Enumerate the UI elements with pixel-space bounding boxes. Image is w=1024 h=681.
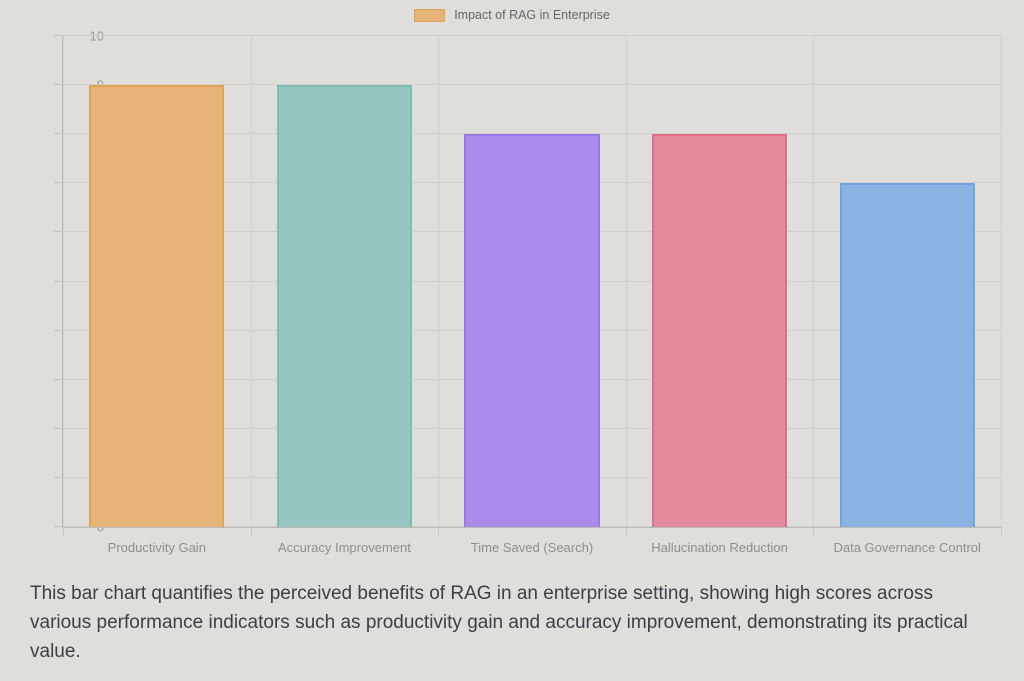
x-tick-mark-4 bbox=[813, 527, 815, 535]
gridline-y-10 bbox=[63, 35, 1001, 36]
bar-data-governance-control[interactable] bbox=[839, 183, 975, 527]
gridline-x-2 bbox=[438, 36, 440, 527]
chart-caption: This bar chart quantifies the perceived … bbox=[30, 583, 968, 662]
x-axis-label-hallucination-reduction: Hallucination Reduction bbox=[651, 540, 788, 555]
gridline-y-9 bbox=[63, 84, 1001, 86]
bar-time-saved-search[interactable] bbox=[464, 134, 600, 527]
x-tick-mark-1 bbox=[250, 527, 252, 535]
y-tick-mark-9 bbox=[54, 84, 63, 86]
y-tick-mark-5 bbox=[54, 280, 63, 282]
x-axis-label-data-governance-control: Data Governance Control bbox=[833, 540, 981, 555]
x-axis-label-accuracy-improvement: Accuracy Improvement bbox=[277, 540, 411, 555]
bar-productivity-gain[interactable] bbox=[89, 85, 225, 527]
gridline-x-0 bbox=[63, 36, 64, 527]
legend-label: Impact of RAG in Enterprise bbox=[454, 8, 610, 22]
x-tick-mark-0 bbox=[63, 527, 64, 535]
y-tick-mark-8 bbox=[54, 133, 63, 135]
x-tick-mark-3 bbox=[625, 527, 627, 535]
y-tick-mark-2 bbox=[54, 427, 63, 429]
y-tick-mark-7 bbox=[54, 182, 63, 184]
y-tick-mark-10 bbox=[54, 35, 63, 36]
gridline-x-3 bbox=[625, 36, 627, 527]
gridline-x-1 bbox=[250, 36, 252, 527]
y-tick-mark-6 bbox=[54, 231, 63, 233]
y-tick-label-10: 10 bbox=[89, 28, 104, 44]
y-tick-mark-1 bbox=[54, 476, 63, 478]
gridline-y-8 bbox=[63, 133, 1001, 135]
x-axis-label-productivity-gain: Productivity Gain bbox=[107, 540, 206, 555]
bar-chart-plot-area[interactable]: Productivity Gain Accuracy Improvement Tim… bbox=[54, 35, 1002, 555]
legend-swatch-icon bbox=[414, 8, 446, 22]
bar-accuracy-improvement[interactable] bbox=[276, 85, 412, 527]
gridline-x-5 bbox=[1001, 36, 1002, 527]
x-tick-mark-2 bbox=[438, 527, 440, 535]
x-axis-label-time-saved-search: Time Saved (Search) bbox=[470, 540, 594, 555]
x-tick-mark-5 bbox=[1001, 527, 1002, 535]
y-tick-mark-0 bbox=[54, 526, 63, 527]
chart-legend[interactable]: Impact of RAG in Enterprise bbox=[0, 8, 1024, 22]
y-tick-mark-3 bbox=[54, 378, 63, 380]
y-axis-tick-labels: 012345678910 bbox=[0, 29, 104, 535]
bar-hallucination-reduction[interactable] bbox=[652, 134, 788, 527]
gridline-x-4 bbox=[813, 36, 815, 527]
y-tick-mark-4 bbox=[54, 329, 63, 331]
